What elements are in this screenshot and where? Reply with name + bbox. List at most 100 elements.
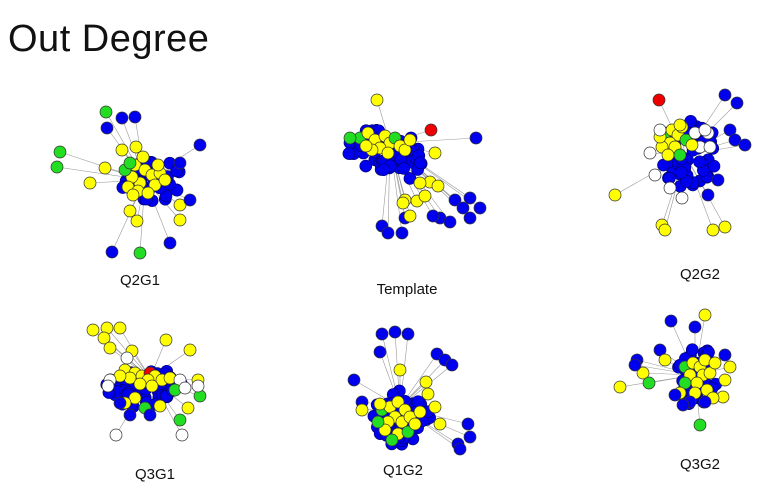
node-yellow xyxy=(129,140,143,154)
node-yellow xyxy=(433,417,447,431)
node-blue xyxy=(388,325,402,339)
node-yellow xyxy=(97,331,111,345)
node-blue xyxy=(738,138,752,152)
node-white xyxy=(648,168,662,182)
node-red xyxy=(424,123,438,137)
node-yellow xyxy=(706,223,720,237)
node-blue xyxy=(711,173,725,187)
node-green xyxy=(642,376,656,390)
node-yellow xyxy=(136,150,150,164)
node-yellow xyxy=(418,189,432,203)
node-yellow xyxy=(115,143,129,157)
node-blue xyxy=(473,201,487,215)
node-yellow xyxy=(393,363,407,377)
node-green xyxy=(123,156,137,170)
node-white xyxy=(703,140,717,154)
nodes xyxy=(347,325,477,456)
node-yellow xyxy=(431,179,445,193)
node-yellow xyxy=(703,366,717,380)
node-green xyxy=(53,145,67,159)
node-green xyxy=(673,148,687,162)
node-yellow xyxy=(373,397,387,411)
node-yellow xyxy=(403,209,417,223)
node-blue xyxy=(668,388,682,402)
node-yellow xyxy=(608,188,622,202)
node-yellow xyxy=(398,143,412,157)
node-yellow xyxy=(413,405,427,419)
node-blue xyxy=(707,159,721,173)
node-blue xyxy=(113,396,127,410)
node-white xyxy=(191,379,205,393)
node-yellow xyxy=(151,158,165,172)
node-yellow xyxy=(718,220,732,234)
node-blue xyxy=(163,236,177,250)
node-yellow xyxy=(86,323,100,337)
node-blue xyxy=(115,111,129,125)
node-blue xyxy=(123,408,137,422)
node-blue xyxy=(397,162,411,175)
node-yellow xyxy=(158,173,172,187)
graph-label-q2g2: Q2G2 xyxy=(679,266,721,283)
node-yellow xyxy=(673,118,687,132)
node-green xyxy=(99,105,113,119)
node-yellow xyxy=(658,353,672,367)
node-blue xyxy=(463,211,477,225)
node-blue xyxy=(377,163,390,176)
node-yellow xyxy=(159,333,173,347)
node-yellow xyxy=(613,380,627,394)
node-yellow xyxy=(83,176,97,190)
node-green xyxy=(401,425,415,439)
graph-label-template: Template xyxy=(376,281,438,298)
node-yellow xyxy=(133,377,147,391)
network-graph-q1g2 xyxy=(347,325,477,456)
node-yellow xyxy=(181,401,195,415)
node-white xyxy=(120,351,134,365)
node-yellow xyxy=(148,178,162,192)
node-red xyxy=(652,93,666,107)
node-yellow xyxy=(428,146,442,160)
node-blue xyxy=(373,345,387,359)
node-yellow xyxy=(723,360,737,374)
node-green xyxy=(385,433,399,447)
node-yellow xyxy=(141,186,155,200)
node-blue xyxy=(463,430,477,444)
node-white xyxy=(663,181,677,195)
node-white xyxy=(178,381,192,395)
node-blue xyxy=(676,398,690,412)
node-blue xyxy=(128,110,142,124)
node-blue xyxy=(701,188,715,202)
node-yellow xyxy=(359,139,373,153)
node-yellow xyxy=(413,176,427,190)
network-graph-q3g2 xyxy=(613,308,737,432)
node-blue xyxy=(173,156,187,170)
node-yellow xyxy=(421,387,435,401)
node-yellow xyxy=(685,138,699,152)
nodes xyxy=(50,105,207,260)
node-blue xyxy=(443,215,457,229)
node-blue xyxy=(401,327,415,341)
node-green xyxy=(133,246,147,260)
node-blue xyxy=(100,121,114,135)
graph-label-q3g2: Q3G2 xyxy=(679,456,721,473)
node-blue xyxy=(730,96,744,110)
slide-title: Out Degree xyxy=(8,18,210,60)
node-blue xyxy=(653,343,667,357)
node-blue xyxy=(728,133,742,147)
node-blue xyxy=(461,417,475,431)
node-yellow xyxy=(403,133,417,147)
node-yellow xyxy=(130,214,144,228)
node-blue xyxy=(143,408,157,422)
node-yellow xyxy=(103,341,117,355)
network-graph-template xyxy=(342,93,487,240)
node-white xyxy=(101,379,115,393)
node-blue xyxy=(469,131,483,145)
nodes xyxy=(86,321,207,442)
node-white xyxy=(698,123,712,137)
node-yellow xyxy=(173,213,187,227)
node-blue xyxy=(445,358,459,372)
node-green xyxy=(371,415,385,429)
node-yellow xyxy=(153,399,167,413)
node-blue xyxy=(411,395,425,408)
graph-label-q1g2: Q1G2 xyxy=(382,462,424,479)
node-blue xyxy=(693,155,706,169)
